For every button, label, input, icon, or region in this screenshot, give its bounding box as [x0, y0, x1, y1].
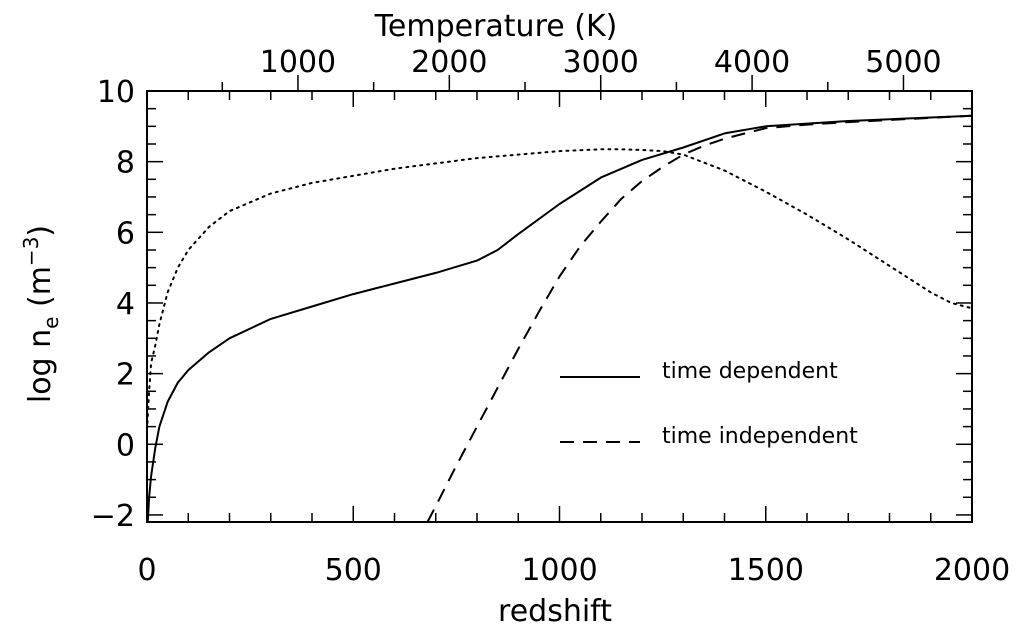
- y-tick-label: 6: [116, 216, 135, 251]
- series-line-dotted: [147, 148, 972, 425]
- x-tick-label: 2000: [934, 553, 1010, 588]
- series-group: [147, 114, 972, 522]
- y-axis-title-subscript: e: [39, 317, 63, 329]
- y-tick-label: 0: [116, 428, 135, 463]
- y-tick-label: 2: [116, 358, 135, 393]
- y-tick-label: 10: [97, 75, 135, 110]
- x-tick-label: 0: [137, 553, 156, 588]
- plot-frame: [146, 90, 973, 523]
- series-line-dashed: [426, 114, 972, 522]
- top-axis-title: Temperature (K): [374, 9, 618, 44]
- axis-ticks: [146, 75, 973, 522]
- y-axis-title-superscript: −3: [19, 237, 43, 266]
- temperature-tick-label: 4000: [714, 45, 790, 80]
- y-axis-title-unit: (m: [23, 266, 58, 316]
- y-axis-title: log ne (m−3): [19, 225, 63, 403]
- legend-label: time independent: [662, 424, 858, 449]
- legend-label: time dependent: [662, 359, 838, 384]
- x-axis-title: redshift: [498, 594, 612, 629]
- y-tick-label: 4: [116, 287, 135, 322]
- y-tick-label: −2: [91, 499, 135, 534]
- temperature-tick-label: 5000: [865, 45, 941, 80]
- plot-border: [146, 90, 973, 523]
- temperature-tick-label: 3000: [563, 45, 639, 80]
- y-axis-title-main: log n: [23, 329, 58, 403]
- series-line-solid: [147, 114, 972, 522]
- temperature-tick-label: 1000: [260, 45, 336, 80]
- y-axis-title-close: ): [23, 225, 58, 237]
- x-tick-label: 1500: [728, 553, 804, 588]
- legend: time dependent time independent: [560, 359, 858, 449]
- x-tick-label: 1000: [521, 553, 597, 588]
- y-tick-label: 8: [116, 146, 135, 181]
- x-tick-label: 500: [325, 553, 382, 588]
- temperature-tick-label: 2000: [411, 45, 487, 80]
